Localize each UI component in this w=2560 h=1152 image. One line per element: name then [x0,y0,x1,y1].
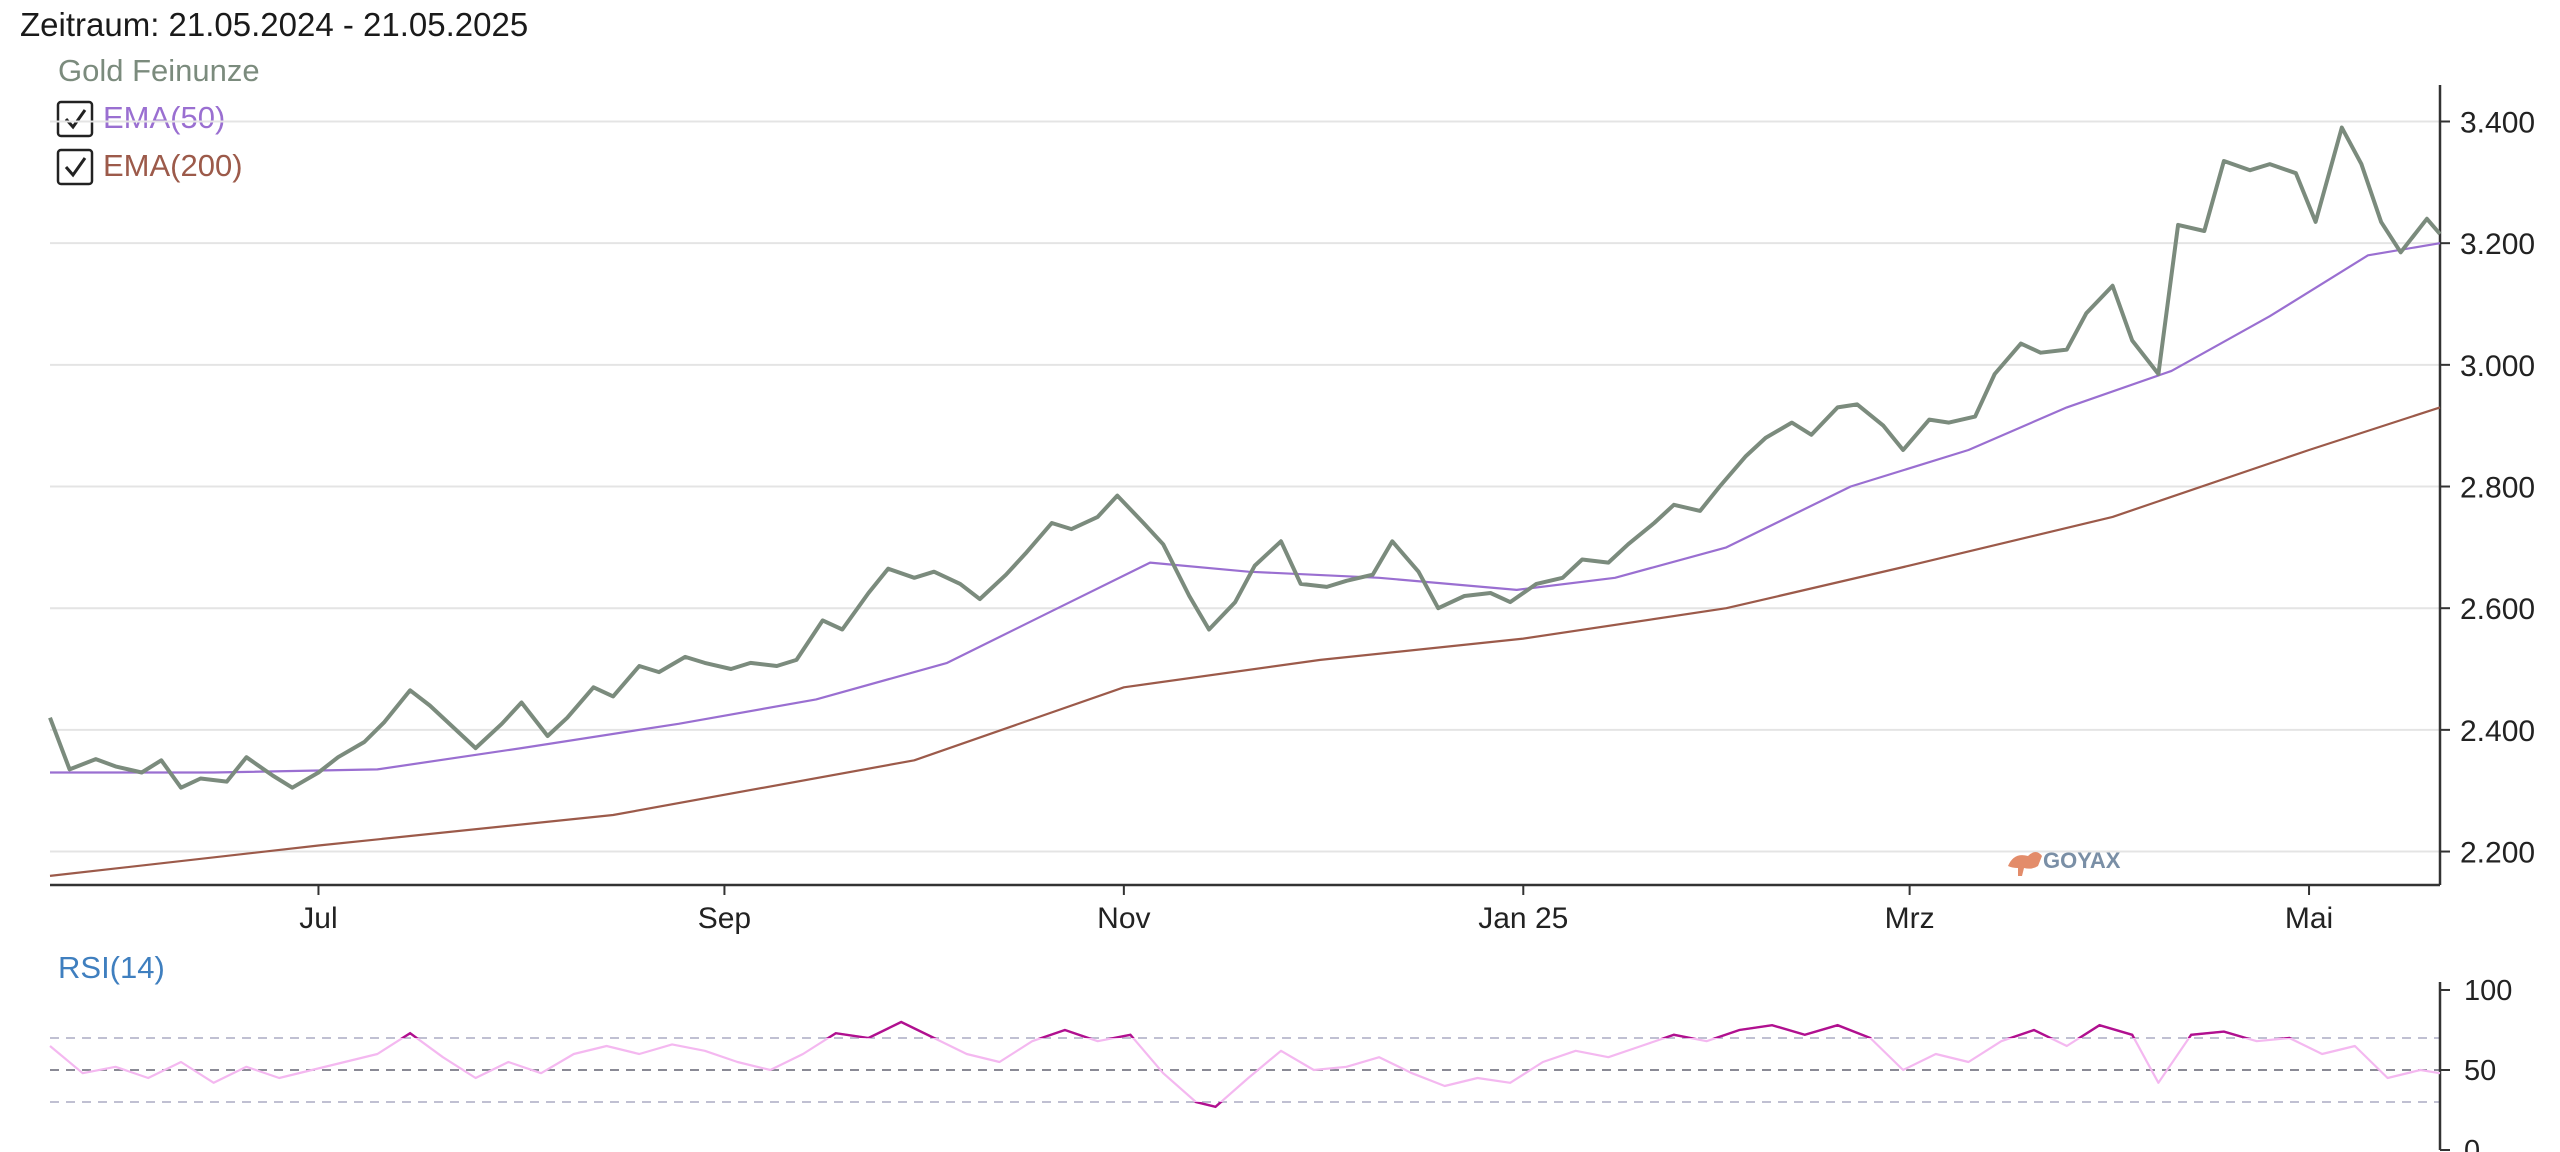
y-tick-label: 2.400 [2460,715,2535,748]
price-series-layer [48,125,2442,877]
rsi-series-layer [49,1020,2441,1109]
main-gridlines [50,120,2440,853]
y-tick-label: 2.800 [2460,472,2535,505]
x-tick-label: Nov [1097,902,1150,935]
bull-icon [2008,852,2042,876]
price-y-axis: 2.200 2.400 2.600 2.800 3.000 3.200 3.400 [2438,85,2535,885]
ema200-checkbox[interactable] [56,148,94,186]
ema50-line [50,242,2441,774]
check-icon [64,157,87,178]
x-tick-label: Mai [2285,902,2333,935]
rsi-line [49,1020,2441,1108]
goyax-watermark: GOYAX [2008,848,2121,876]
period-label: Zeitraum: 21.05.2024 - 21.05.2025 [20,6,528,43]
ema50-legend-label: EMA(50) [103,100,225,135]
date-x-axis: Jul Sep Nov Jan 25 Mrz Mai [50,883,2440,935]
x-tick-label: Jan 25 [1478,902,1568,935]
x-tick-label: Mrz [1885,902,1935,935]
rsi-y-axis: 0 50 100 [2438,975,2512,1152]
instrument-name: Gold Feinunze [58,53,260,88]
price-line [48,125,2442,790]
ema200-legend-label: EMA(200) [103,148,243,183]
rsi-y-tick-label: 0 [2464,1135,2480,1152]
rsi-y-tick-label: 100 [2464,975,2512,1007]
ema200-line [49,406,2441,877]
watermark-text: GOYAX [2043,848,2121,873]
y-tick-label: 3.400 [2460,107,2535,140]
y-tick-label: 2.200 [2460,837,2535,870]
x-tick-label: Sep [698,902,751,935]
x-tick-label: Jul [299,902,337,935]
rsi-y-tick-label: 50 [2464,1055,2496,1087]
y-tick-label: 3.200 [2460,228,2535,261]
rsi-overbought-segments [400,1020,2293,1038]
rsi-label: RSI(14) [58,950,165,985]
y-tick-label: 3.000 [2460,350,2535,383]
rsi-reference-lines [50,1037,2440,1103]
y-tick-label: 2.600 [2460,593,2535,626]
ema50-checkbox[interactable] [56,100,94,138]
